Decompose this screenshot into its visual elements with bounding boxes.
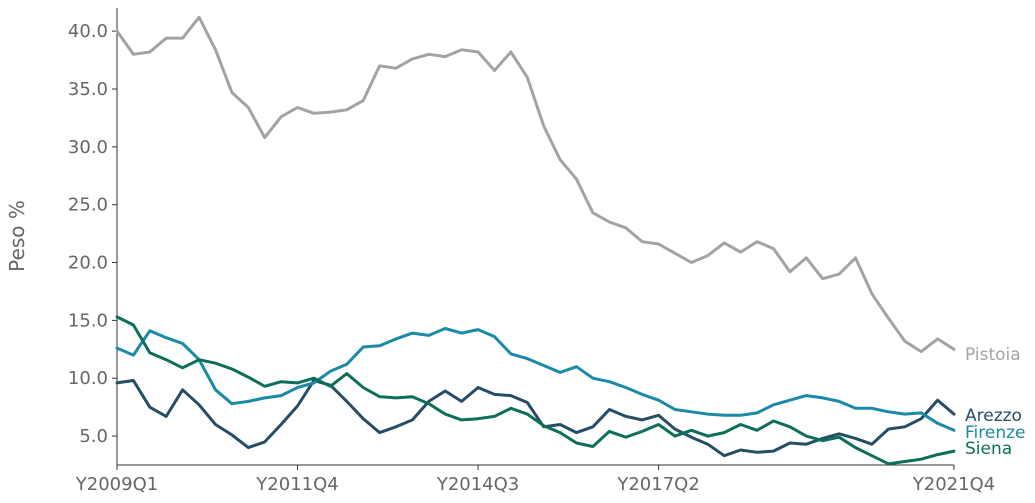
series-label-arezzo: Arezzo — [965, 406, 1022, 426]
y-tick-label: 35.0 — [68, 79, 108, 100]
series-label-firenze: Firenze — [965, 423, 1026, 443]
y-tick-label: 25.0 — [68, 195, 108, 216]
y-tick-label: 10.0 — [68, 368, 108, 389]
y-tick-label: 15.0 — [68, 310, 108, 331]
y-axis: 5.0 10.0 15.0 20.0 25.0 30.0 35.0 40.0 — [68, 8, 118, 465]
series-line-pistoia — [115, 15, 956, 354]
series-label-pistoia: Pistoia — [965, 345, 1021, 365]
series-lines — [115, 15, 956, 466]
y-axis-title: Peso % — [5, 200, 29, 272]
x-tick-label: Y2021Q4 — [912, 474, 995, 495]
series-label-siena: Siena — [965, 439, 1012, 459]
x-tick-label: Y2014Q3 — [436, 474, 519, 495]
series-line-arezzo — [115, 379, 956, 458]
y-tick-label: 40.0 — [68, 21, 108, 42]
y-tick-label: 5.0 — [79, 426, 108, 447]
x-tick-label: Y2009Q1 — [75, 474, 158, 495]
series-line-siena — [115, 315, 956, 466]
x-tick-label: Y2017Q2 — [616, 474, 699, 495]
series-line-firenze — [115, 327, 956, 432]
y-tick-label: 30.0 — [68, 137, 108, 158]
x-tick-label: Y2011Q4 — [255, 474, 338, 495]
x-axis: Y2009Q1 Y2011Q4 Y2014Q3 Y2017Q2 Y2021Q4 — [75, 464, 995, 495]
y-tick-label: 20.0 — [68, 253, 108, 274]
